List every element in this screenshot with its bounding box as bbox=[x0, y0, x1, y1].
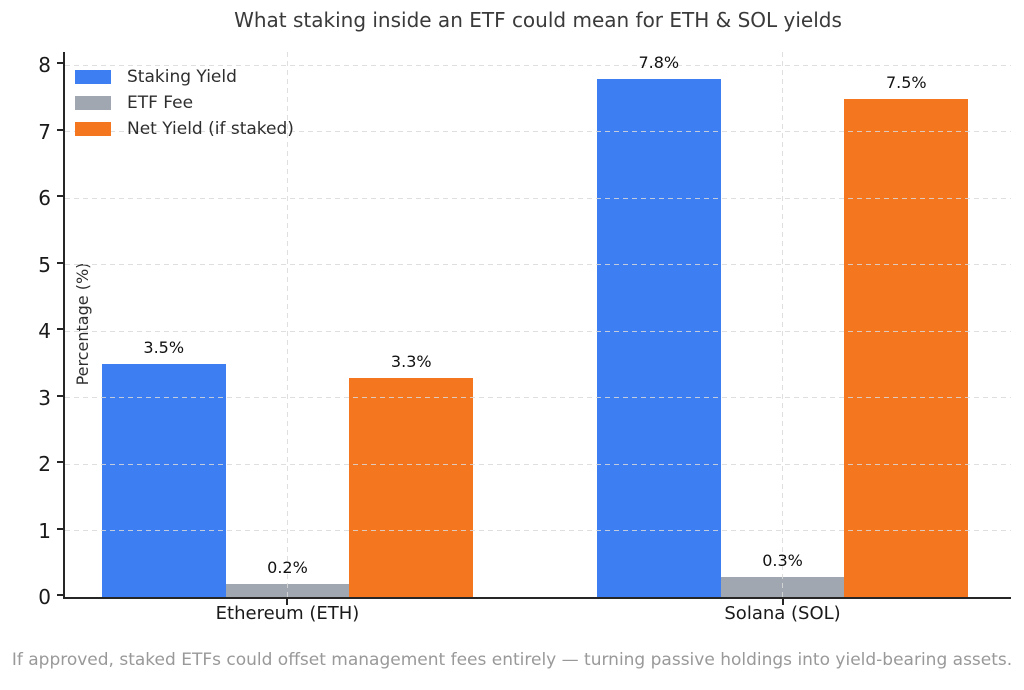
y-tick bbox=[57, 328, 63, 331]
y-tick-label: 4 bbox=[38, 319, 51, 344]
bar-value-label: 0.2% bbox=[267, 557, 308, 577]
y-tick-label: 7 bbox=[38, 119, 51, 144]
y-tick bbox=[57, 527, 63, 530]
gridline-horizontal bbox=[65, 197, 1011, 199]
legend-swatch-etf-fee bbox=[75, 96, 111, 110]
bar-value-label: 7.8% bbox=[638, 52, 680, 72]
y-tick bbox=[57, 261, 63, 264]
y-tick-label: 0 bbox=[38, 585, 51, 609]
legend-label: ETF Fee bbox=[127, 93, 194, 113]
y-tick bbox=[57, 594, 63, 596]
chart-title: What staking inside an ETF could mean fo… bbox=[234, 8, 842, 32]
gridline-horizontal bbox=[65, 131, 1011, 133]
legend-item: ETF Fee bbox=[75, 90, 294, 116]
legend-swatch-staking-yield bbox=[75, 70, 111, 84]
y-tick-label: 6 bbox=[38, 186, 51, 211]
y-tick bbox=[57, 62, 63, 65]
legend-item: Staking Yield bbox=[75, 64, 294, 90]
bar-value-label: 7.5% bbox=[885, 72, 927, 92]
x-tick-label: Ethereum (ETH) bbox=[215, 603, 360, 624]
y-tick-label: 8 bbox=[38, 53, 51, 78]
y-tick bbox=[57, 394, 63, 397]
footer-caption: If approved, staked ETFs could offset ma… bbox=[11, 650, 1013, 670]
x-tick bbox=[781, 599, 784, 605]
y-tick-label: 5 bbox=[38, 252, 51, 277]
gridline-horizontal bbox=[65, 397, 1011, 399]
y-tick-label: 2 bbox=[38, 452, 51, 477]
legend-item: Net Yield (if staked) bbox=[75, 116, 294, 142]
bar bbox=[349, 377, 474, 597]
y-tick bbox=[57, 461, 63, 464]
y-tick bbox=[57, 128, 63, 131]
legend: Staking Yield ETF Fee Net Yield (if stak… bbox=[75, 64, 294, 142]
gridline-horizontal bbox=[65, 330, 1011, 332]
bar-value-label: 3.3% bbox=[390, 351, 432, 371]
legend-swatch-net-yield bbox=[75, 122, 111, 136]
x-axis-spine bbox=[63, 597, 1011, 599]
y-tick-label: 3 bbox=[38, 385, 51, 410]
y-tick-label: 1 bbox=[38, 518, 51, 543]
gridline-vertical bbox=[782, 52, 784, 597]
legend-label: Staking Yield bbox=[127, 67, 237, 87]
bar bbox=[596, 78, 721, 597]
gridline-vertical bbox=[286, 52, 288, 597]
plot-area: Percentage (%) Staking Yield ETF Fee Net… bbox=[38, 52, 1011, 624]
y-tick bbox=[57, 195, 63, 198]
legend-label: Net Yield (if staked) bbox=[127, 119, 294, 139]
x-tick-label: Solana (SOL) bbox=[724, 603, 841, 624]
gridline-horizontal bbox=[65, 64, 1011, 66]
bar bbox=[844, 98, 969, 597]
bar-value-label: 3.5% bbox=[143, 338, 185, 358]
x-tick bbox=[286, 599, 289, 605]
bar-value-label: 0.3% bbox=[762, 551, 803, 571]
gridline-horizontal bbox=[65, 530, 1011, 532]
gridline-horizontal bbox=[65, 264, 1011, 266]
y-axis-spine bbox=[63, 52, 65, 599]
bar bbox=[101, 364, 226, 597]
gridline-horizontal bbox=[65, 463, 1011, 465]
